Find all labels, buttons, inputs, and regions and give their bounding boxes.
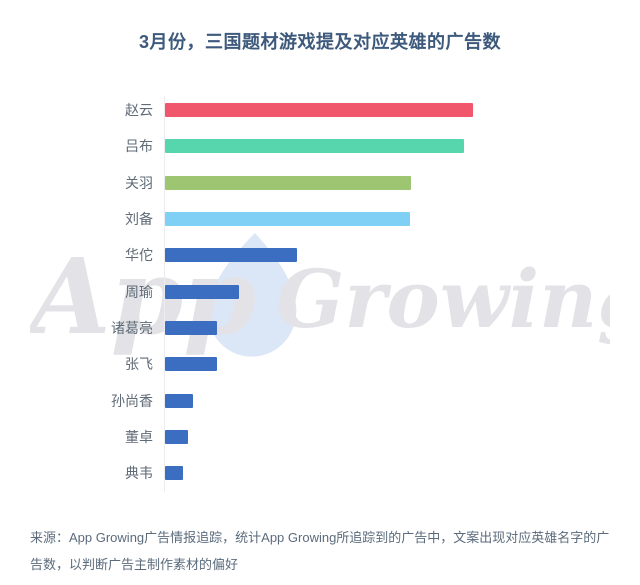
bar xyxy=(165,429,189,444)
bar xyxy=(165,357,218,372)
chart-row: 典韦 xyxy=(0,455,640,491)
bar xyxy=(165,466,184,481)
bar-label: 周瑜 xyxy=(125,283,153,300)
bar-label: 孙尚香 xyxy=(111,392,153,409)
bar xyxy=(165,139,464,154)
bar-track xyxy=(165,320,640,335)
bar-track xyxy=(165,175,640,190)
bar-label: 诸葛亮 xyxy=(111,319,153,336)
bar-label: 吕布 xyxy=(125,138,153,155)
bar-label: 张飞 xyxy=(125,356,153,373)
bar-chart: 赵云吕布关羽刘备华佗周瑜诸葛亮张飞孙尚香董卓典韦 xyxy=(0,92,640,492)
bar-track xyxy=(165,103,640,118)
bar-label: 关羽 xyxy=(125,174,153,191)
chart-row: 赵云 xyxy=(0,92,640,128)
bar-track xyxy=(165,248,640,263)
source-note: 来源：App Growing广告情报追踪，统计App Growing所追踪到的广… xyxy=(30,530,610,572)
chart-row: 董卓 xyxy=(0,419,640,455)
bar-label: 董卓 xyxy=(125,428,153,445)
category-axis-line xyxy=(164,96,165,492)
chart-row: 刘备 xyxy=(0,201,640,237)
bar xyxy=(165,103,473,118)
bar-track xyxy=(165,212,640,227)
bar xyxy=(165,175,412,190)
bar-track xyxy=(165,357,640,372)
bar xyxy=(165,248,298,263)
chart-row: 诸葛亮 xyxy=(0,310,640,346)
bar-track xyxy=(165,466,640,481)
chart-row: 孙尚香 xyxy=(0,382,640,418)
bar-track xyxy=(165,139,640,154)
bar-track xyxy=(165,393,640,408)
chart-title: 3月份，三国题材游戏提及对应英雄的广告数 xyxy=(138,32,501,52)
bar xyxy=(165,393,193,408)
bar-label: 典韦 xyxy=(125,465,153,482)
bar-label: 赵云 xyxy=(125,102,153,119)
chart-row: 吕布 xyxy=(0,128,640,164)
bar xyxy=(165,212,410,227)
bar-chart-rows: 赵云吕布关羽刘备华佗周瑜诸葛亮张飞孙尚香董卓典韦 xyxy=(0,92,640,491)
chart-row: 关羽 xyxy=(0,165,640,201)
bar-label: 刘备 xyxy=(125,211,153,228)
bar-track xyxy=(165,429,640,444)
chart-row: 周瑜 xyxy=(0,273,640,309)
chart-row: 华佗 xyxy=(0,237,640,273)
bar-label: 华佗 xyxy=(125,247,153,264)
bar-track xyxy=(165,284,640,299)
chart-row: 张飞 xyxy=(0,346,640,382)
bar xyxy=(165,320,218,335)
bar xyxy=(165,284,239,299)
